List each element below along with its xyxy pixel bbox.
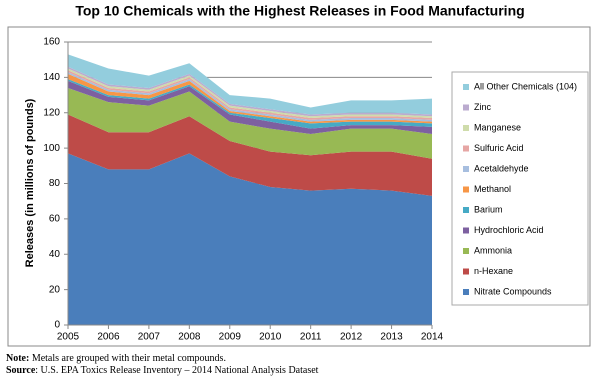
legend-swatch [463,227,469,234]
legend-swatch [463,248,469,254]
y-tick-label: 20 [49,284,61,295]
legend-label: Ammonia [474,245,512,255]
x-tick-label: 2014 [421,332,444,343]
legend-swatch [463,84,469,90]
legend-label: Barium [474,204,503,214]
legend-label: Sulfuric Acid [474,143,524,153]
legend-box [451,71,589,306]
legend-label: Methanol [474,184,511,194]
x-tick-label: 2006 [97,332,120,343]
y-tick-label: 140 [43,72,60,83]
legend-swatch [463,166,469,172]
note-label: Note: [6,353,29,364]
x-tick-label: 2013 [380,332,403,343]
legend-label: Manganese [474,122,521,132]
x-tick-label: 2007 [138,332,161,343]
source-label: Source [6,365,36,376]
legend-label: All Other Chemicals (104) [474,81,577,91]
x-tick-label: 2012 [340,332,363,343]
legend-swatch [463,145,469,152]
legend-label: Hydrochloric Acid [474,225,544,235]
source: Source: U.S. EPA Toxics Release Inventor… [6,365,319,376]
legend-label: Zinc [474,102,492,112]
y-tick-label: 0 [54,320,60,331]
legend-label: Acetaldehyde [474,163,529,173]
chart-title: Top 10 Chemicals with the Highest Releas… [75,3,524,19]
source-text: : U.S. EPA Toxics Release Inventory – 20… [35,365,318,376]
note-text: Metals are grouped with their metal comp… [29,353,226,364]
area [68,79,432,129]
legend-swatch [463,104,469,111]
y-tick-label: 80 [49,178,61,189]
x-tick-label: 2008 [178,332,201,343]
note: Note: Metals are grouped with their meta… [6,353,226,364]
area [68,114,432,196]
legend-swatch [463,186,469,193]
area [68,87,432,159]
y-tick-label: 100 [43,143,60,154]
legend-swatch [463,289,469,295]
legend-swatch [463,268,469,275]
area [68,153,432,325]
y-tick-label: 40 [49,249,61,260]
y-tick-label: 60 [49,214,61,225]
y-axis-title: Releases (in millions of pounds) [24,98,36,267]
area [68,54,432,115]
legend-label: Nitrate Compounds [474,286,552,296]
y-tick-label: 160 [43,37,60,48]
x-tick-label: 2009 [219,332,242,343]
legend-label: n-Hexane [474,266,513,276]
area [68,80,432,134]
x-tick-label: 2005 [57,332,80,343]
legend-swatch [463,207,469,213]
legend-swatch [463,125,469,131]
x-tick-label: 2011 [300,332,322,343]
x-tick-label: 2010 [259,332,282,343]
chart-frame [7,26,591,347]
y-tick-label: 120 [43,107,60,118]
